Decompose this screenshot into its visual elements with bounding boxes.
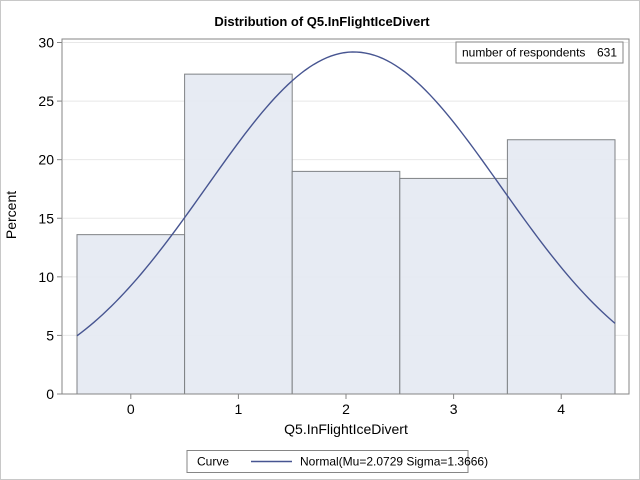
y-tick-label: 15 — [38, 210, 54, 226]
y-axis: 0 5 10 15 20 25 30 — [38, 35, 62, 402]
histogram-bar — [184, 73, 293, 395]
y-tick-label: 10 — [38, 269, 54, 285]
inset-value: 631 — [597, 46, 617, 60]
y-tick-label: 0 — [46, 386, 54, 402]
x-tick-label: 0 — [127, 401, 135, 417]
x-tick-label: 3 — [450, 401, 458, 417]
inset-box-frame — [455, 41, 624, 64]
histogram-bar — [76, 234, 186, 395]
histogram-bar — [291, 170, 401, 395]
x-tick-label: 2 — [342, 401, 350, 417]
normal-curve — [76, 51, 616, 337]
bars-group — [76, 73, 616, 395]
y-tick-label: 20 — [38, 152, 54, 168]
x-tick-label: 1 — [235, 401, 243, 417]
legend-curve-label: Curve — [197, 455, 229, 469]
x-axis: 0 1 2 3 4 — [127, 394, 565, 417]
inset-box: number of respondents 631 — [455, 41, 624, 64]
y-tick-label: 5 — [46, 327, 54, 343]
y-tick-label: 25 — [38, 93, 54, 109]
legend-frame — [186, 450, 469, 473]
y-tick-label: 30 — [38, 35, 54, 51]
x-axis-label: Q5.InFlightIceDivert — [284, 421, 408, 437]
legend-curve-desc: Normal(Mu=2.0729 Sigma=1.3666) — [300, 455, 488, 469]
y-axis-label: Percent — [3, 191, 19, 239]
curve-legend: Curve Normal(Mu=2.0729 Sigma=1.3666) — [186, 450, 488, 473]
chart-title: Distribution of Q5.InFlightIceDivert — [214, 14, 430, 29]
histogram-bar — [399, 177, 508, 395]
x-tick-label: 4 — [557, 401, 565, 417]
inset-label: number of respondents — [462, 46, 585, 60]
